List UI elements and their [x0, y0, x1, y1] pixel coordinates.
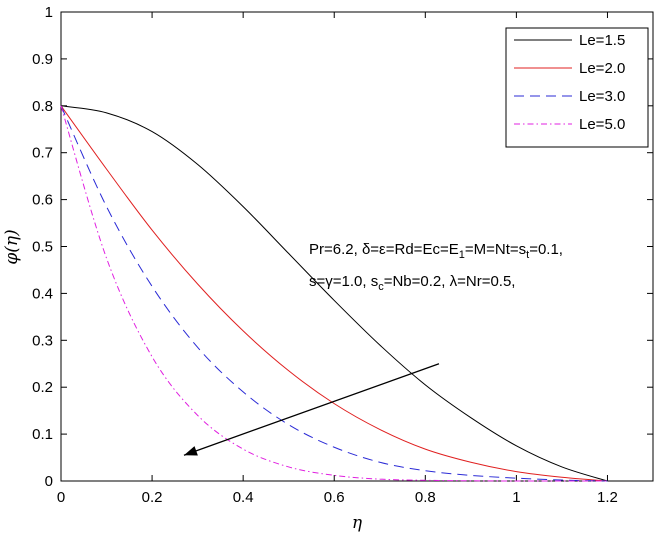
- parameter-annotation: Pr=6.2, δ=ε=Rd=Ec=E1=M=Nt=st=0.1, s=γ=1.…: [309, 241, 563, 293]
- arrow-head: [183, 446, 198, 456]
- legend-label: Le=5.0: [579, 116, 625, 133]
- annotation-subscript: 1: [459, 249, 465, 261]
- x-tick-label: 1.2: [597, 489, 618, 506]
- x-tick-label: 0: [57, 489, 65, 506]
- y-axis: 0 0.1 0.2 0.3 0.4 0.5 0.6 0.7 0.8 0.9 1: [32, 4, 653, 490]
- annotation-text: =M=Nt=s: [465, 241, 526, 258]
- y-tick-label: 1: [45, 4, 53, 21]
- y-tick-label: 0.7: [32, 145, 53, 162]
- x-tick-label: 0.6: [324, 489, 345, 506]
- series-line: [60, 105, 608, 482]
- annotation-text: =0.1,: [529, 241, 563, 258]
- x-tick-label: 0.8: [415, 489, 436, 506]
- x-axis: 0 0.2 0.4 0.6 0.8 1 1.2: [57, 12, 618, 506]
- y-tick-label: 0.1: [32, 426, 53, 443]
- y-axis-label: φ(η): [2, 229, 22, 264]
- x-tick-label: 0.4: [233, 489, 254, 506]
- annotation-text: s=γ=1.0, s: [309, 273, 378, 290]
- legend-label: Le=1.5: [579, 32, 625, 49]
- y-tick-label: 0.2: [32, 379, 53, 396]
- annotation-subscript: t: [526, 249, 529, 261]
- x-tick-label: 0.2: [142, 489, 163, 506]
- legend-box: [505, 27, 649, 148]
- y-tick-label: 0.9: [32, 51, 53, 68]
- y-tick-label: 0.5: [32, 239, 53, 256]
- legend-label: Le=2.0: [579, 60, 625, 77]
- y-tick-label: 0.3: [32, 332, 53, 349]
- svg-text:s=γ=1.0, sc=Nb=0.2, λ=Nr=0.5,: s=γ=1.0, sc=Nb=0.2, λ=Nr=0.5,: [309, 273, 515, 293]
- arrow-shaft: [183, 363, 440, 456]
- direction-arrow: [183, 363, 440, 456]
- series-line: [60, 105, 608, 482]
- x-tick-label: 1: [512, 489, 520, 506]
- series-layer: [60, 105, 608, 482]
- series-line: [60, 105, 608, 482]
- y-tick-label: 0.8: [32, 98, 53, 115]
- x-axis-label: η: [352, 513, 363, 533]
- y-tick-label: 0: [45, 473, 53, 490]
- y-tick-label: 0.6: [32, 192, 53, 209]
- legend: Le=1.5 Le=2.0 Le=3.0 Le=5.0: [505, 27, 649, 148]
- annotation-subscript: c: [378, 281, 384, 293]
- y-tick-label: 0.4: [32, 285, 53, 302]
- legend-label: Le=3.0: [579, 88, 625, 105]
- annotation-text: =Nb=0.2, λ=Nr=0.5,: [384, 273, 516, 290]
- svg-text:Pr=6.2, δ=ε=Rd=Ec=E1=M=Nt=st=0: Pr=6.2, δ=ε=Rd=Ec=E1=M=Nt=st=0.1,: [309, 241, 563, 261]
- annotation-text: Pr=6.2, δ=ε=Rd=Ec=E: [309, 241, 459, 258]
- series-line: [60, 105, 608, 482]
